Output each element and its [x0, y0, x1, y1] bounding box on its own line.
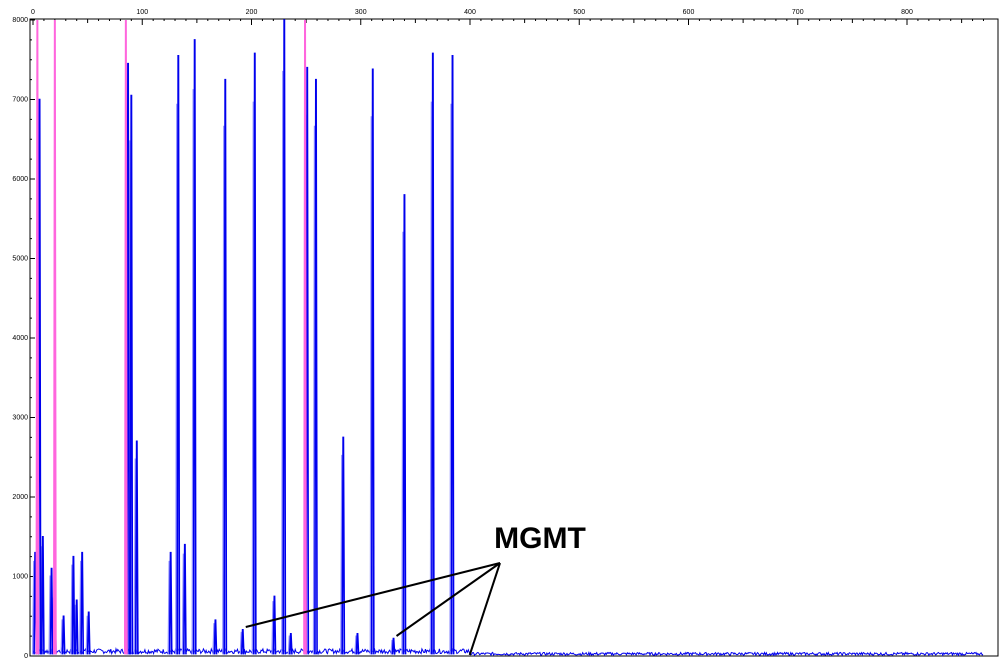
annotation-pointer	[245, 562, 501, 628]
x-tick-label: 100	[136, 9, 148, 16]
primary-peak	[80, 551, 85, 655]
x-tick-label: 0	[31, 9, 35, 16]
y-tick-label: 3000	[12, 415, 28, 422]
primary-peak	[288, 632, 293, 655]
x-axis: 0 100 200 300 400 500 600 700 800	[31, 9, 984, 25]
x-tick-label: 300	[355, 9, 367, 16]
marker-peak	[35, 19, 40, 655]
primary-peak	[182, 543, 187, 655]
primary-peak	[391, 637, 396, 655]
plot-traces	[32, 19, 984, 657]
y-tick-label: 7000	[12, 97, 28, 104]
marker-peak	[303, 19, 307, 655]
plot-background	[29, 18, 999, 657]
primary-peak	[341, 436, 346, 655]
primary-peak	[71, 555, 76, 655]
x-tick-label: 400	[464, 9, 476, 16]
marker-peak	[52, 19, 57, 655]
primary-peak	[272, 595, 277, 655]
primary-peak	[134, 440, 139, 655]
primary-peak	[49, 567, 54, 655]
annotation-pointer	[468, 562, 501, 656]
primary-peak	[40, 535, 45, 655]
baseline-trace	[32, 646, 984, 657]
primary-peak	[240, 628, 245, 655]
x-tick-label: 700	[792, 9, 804, 16]
x-tick-label: 800	[901, 9, 913, 16]
primary-peak	[402, 194, 407, 655]
annotations: MGMT	[245, 522, 586, 656]
annotation-label: MGMT	[494, 522, 586, 555]
primary-peak	[355, 632, 360, 655]
y-axis: 0 1000 2000 3000 4000 5000 6000 7000 8000	[12, 17, 35, 660]
primary-peak	[252, 52, 257, 655]
primary-peak	[61, 615, 66, 655]
primary-peak	[314, 78, 318, 655]
y-tick-label: 5000	[12, 256, 28, 263]
y-tick-label: 6000	[12, 176, 28, 183]
primary-peak	[37, 98, 42, 655]
y-tick-label: 8000	[12, 17, 28, 24]
y-tick-label: 2000	[12, 494, 28, 501]
x-tick-label: 600	[683, 9, 695, 16]
primary-peak	[282, 19, 287, 655]
primary-peak	[126, 62, 130, 655]
annotation-pointer	[395, 562, 501, 637]
y-tick-label: 4000	[12, 335, 28, 342]
marker-peak	[123, 19, 128, 655]
x-tick-label: 200	[246, 9, 258, 16]
x-tick-label: 500	[573, 9, 585, 16]
y-tick-label: 0	[24, 653, 28, 660]
primary-peak	[213, 619, 218, 655]
y-tick-label: 1000	[12, 574, 28, 581]
primary-peak	[450, 54, 455, 655]
primary-peak	[176, 54, 181, 655]
primary-peak	[370, 68, 375, 655]
primary-peak	[430, 52, 435, 655]
primary-peak	[192, 39, 197, 655]
primary-peak	[305, 66, 310, 655]
primary-peak	[223, 78, 228, 655]
primary-peak	[129, 94, 134, 655]
primary-peak	[168, 551, 173, 655]
primary-peak	[86, 611, 91, 655]
primary-peak	[74, 599, 79, 655]
